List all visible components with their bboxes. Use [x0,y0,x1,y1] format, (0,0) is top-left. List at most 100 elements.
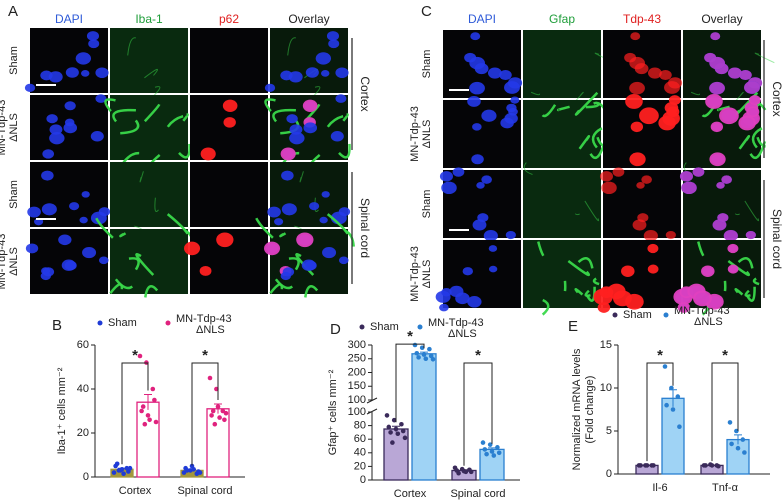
data-point [651,463,656,468]
y-tick-label: 80 [354,420,366,432]
nucleus [469,81,485,95]
red-signal [280,147,296,161]
red-signal [727,243,739,254]
row-label: ΔNLS [8,247,20,276]
region-label: Cortex [358,76,372,111]
green-process [523,162,533,175]
panel-letter: C [421,3,432,20]
nucleus [305,67,319,78]
data-point [142,421,148,427]
data-point [391,417,397,423]
green-haze [523,100,601,168]
significance-label: * [202,347,208,364]
green-haze [110,28,188,93]
green-process [166,115,184,128]
nucleus [335,94,347,103]
micrograph [25,229,109,294]
nucleus [99,256,109,265]
red-signal [637,213,649,223]
red-signal [641,175,652,184]
data-point [191,467,196,472]
data-point [675,394,681,399]
data-point [412,342,418,348]
data-point [480,440,486,445]
nucleus [42,149,55,159]
y-tick-label: 40 [77,383,89,395]
significance-bracket [646,362,674,462]
data-point [662,364,668,369]
row-label: MN-Tdp-43 [0,234,8,290]
row-label: MN-Tdp-43 [0,100,8,156]
green-process [304,285,319,298]
data-point [140,404,146,409]
data-point [116,468,122,473]
legend-swatch [612,312,618,318]
red-signal [709,81,725,95]
red-signal [647,264,659,274]
micrograph [603,94,681,168]
red-signal [629,152,646,167]
y-axis-label: Iba-1⁺ cells mm⁻² [56,367,68,454]
green-process [178,143,191,159]
green-process [143,103,161,123]
data-point [703,463,708,468]
micrograph [110,28,188,102]
red-signal [636,182,645,189]
row-label: MN-Tdp-43 [409,106,421,162]
nucleus [24,83,36,92]
red-signal [664,81,680,94]
green-process [744,289,751,297]
x-tick-label: Cortex [119,485,152,497]
micrograph [190,28,268,93]
data-point [430,357,436,362]
legend-label: MN-Tdp-43 ΔNLS [674,305,730,328]
micrograph [104,95,191,175]
red-signal [727,67,742,79]
micrograph-bg [443,240,521,308]
nucleus [49,124,63,135]
red-signal [184,241,201,256]
micrograph [523,162,601,238]
data-point [220,408,226,414]
red-signal [677,302,691,313]
green-process [139,171,144,183]
green-process [530,91,541,96]
green-haze [110,229,188,294]
nucleus [481,109,497,122]
nucleus [41,170,54,181]
red-signal [681,181,697,195]
micrograph [439,167,521,242]
y-axis-label: Gfap⁺ cells mm⁻² [327,369,339,455]
nucleus [339,256,349,265]
nucleus [81,191,90,198]
data-point [456,470,461,476]
green-haze [110,162,188,227]
legend-swatch [165,320,171,326]
micrograph [673,240,761,316]
nucleus [75,52,92,65]
green-process [338,143,351,159]
green-haze [523,30,601,98]
green-process [574,91,599,116]
nucleus [500,117,514,129]
micrograph [24,28,109,93]
y-tick-label: 250 [348,353,366,365]
red-signal [199,265,212,276]
row-label: ΔNLS [421,260,433,289]
nucleus [95,67,109,79]
red-signal [601,181,617,195]
nucleus [470,32,481,41]
legend-swatch [663,312,669,318]
green-process [279,232,287,238]
red-signal [717,213,729,223]
red-signal [705,94,723,109]
nucleus [439,171,453,182]
green-process [592,277,600,286]
nucleus [289,132,305,145]
green-process [578,134,591,150]
nucleus [467,296,482,308]
micrograph [593,240,681,313]
red-signal [216,232,234,248]
green-process [326,115,344,128]
column-label: DAPI [468,12,496,26]
